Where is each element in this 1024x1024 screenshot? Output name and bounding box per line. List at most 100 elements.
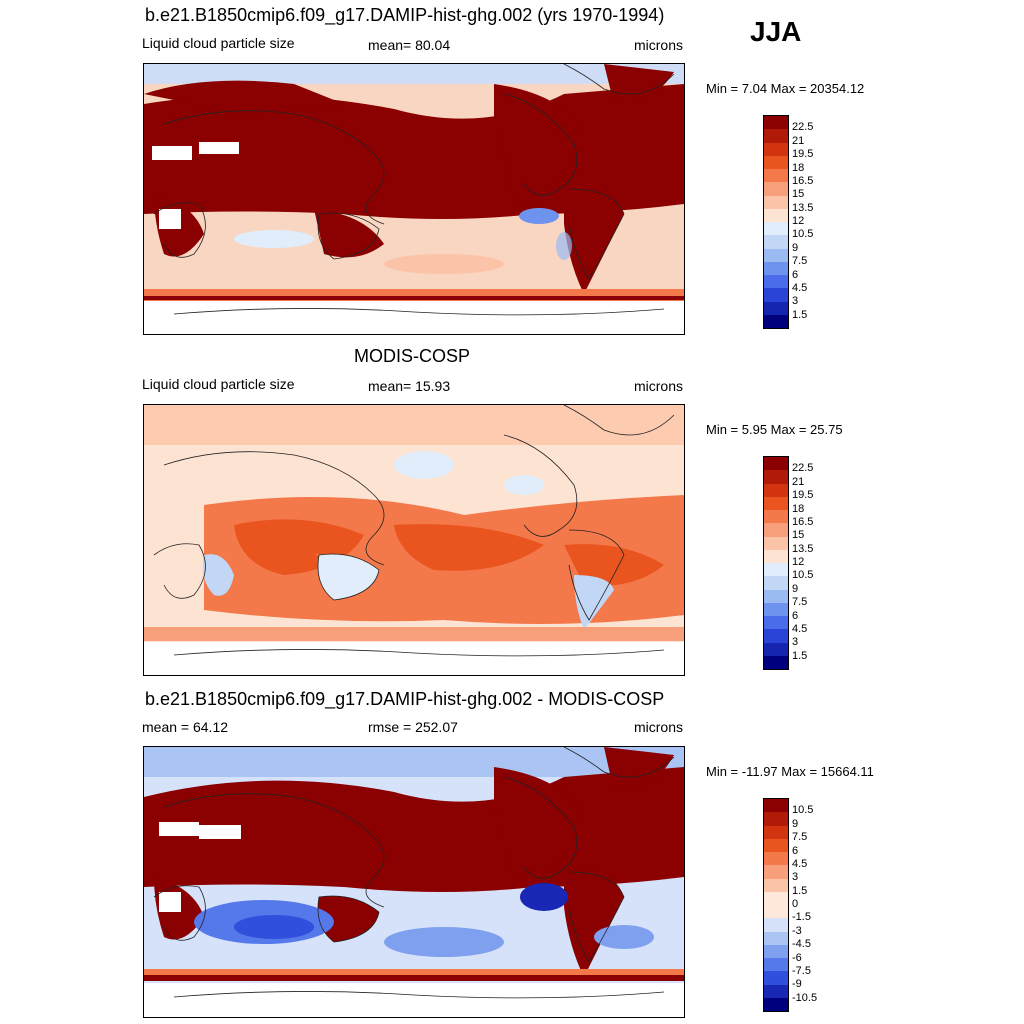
colorbar-tick-label: 7.5	[792, 596, 808, 609]
colorbar-tick-label: 13.5	[792, 201, 814, 214]
colorbar-tick-label: 7.5	[792, 831, 808, 844]
colorbar-tick-label: 16.5	[792, 174, 814, 187]
colorbar-swatch	[764, 483, 788, 497]
colorbar-swatch	[764, 997, 788, 1011]
colorbar-swatch	[764, 971, 788, 985]
colorbar-swatch	[764, 918, 788, 932]
colorbar-swatch	[764, 878, 788, 892]
colorbar-tick-label: 21	[792, 134, 805, 147]
colorbar-swatch	[764, 129, 788, 143]
colorbar-swatch	[764, 825, 788, 839]
colorbar-swatch	[764, 314, 788, 328]
panel-3-map	[143, 746, 685, 1018]
panel-1-mean-label: mean= 80.04	[368, 37, 451, 53]
colorbar-swatch	[764, 905, 788, 919]
panel-2-units-label: microns	[634, 378, 684, 394]
colorbar-swatch	[764, 155, 788, 169]
colorbar-tick-label: 18	[792, 502, 805, 515]
panel-1-units-label: microns	[634, 37, 684, 53]
colorbar-swatch	[764, 891, 788, 905]
colorbar-swatch	[764, 182, 788, 196]
colorbar-swatch	[764, 275, 788, 289]
colorbar-swatch	[764, 655, 788, 669]
panel-2-title: MODIS-COSP	[354, 346, 471, 366]
colorbar-tick-label: 15	[792, 529, 805, 542]
panel-1-colorbar	[763, 115, 789, 329]
colorbar-tick-label: 1.5	[792, 884, 808, 897]
colorbar-tick-label: -3	[792, 924, 802, 937]
panel-1-left-label: Liquid cloud particle size	[142, 35, 295, 51]
colorbar-tick-label: 1.5	[792, 649, 808, 662]
colorbar-swatch	[764, 208, 788, 222]
colorbar-tick-label: 3	[792, 871, 799, 884]
colorbar-swatch	[764, 852, 788, 866]
colorbar-swatch	[764, 470, 788, 484]
colorbar-swatch	[764, 984, 788, 998]
colorbar-swatch	[764, 116, 788, 130]
colorbar-tick-label: -9	[792, 978, 802, 991]
colorbar-tick-label: 18	[792, 161, 805, 174]
colorbar-tick-label: 4.5	[792, 281, 808, 294]
panel-2-colorbar	[763, 456, 789, 670]
colorbar-tick-label: 22.5	[792, 121, 814, 134]
colorbar-tick-label: 10.5	[792, 569, 814, 582]
colorbar-tick-label: -7.5	[792, 964, 811, 977]
colorbar-tick-label: 15	[792, 188, 805, 201]
colorbar-swatch	[764, 510, 788, 524]
colorbar-swatch	[764, 457, 788, 471]
colorbar-tick-label: 10.5	[792, 228, 814, 241]
panel-3-colorbar	[763, 798, 789, 1012]
colorbar-swatch	[764, 812, 788, 826]
colorbar-swatch	[764, 931, 788, 945]
colorbar-swatch	[764, 865, 788, 879]
colorbar-swatch	[764, 944, 788, 958]
colorbar-tick-label: 0	[792, 898, 799, 910]
colorbar-swatch	[764, 576, 788, 590]
panel-3-rmse-label: rmse = 252.07	[368, 719, 458, 735]
colorbar-swatch	[764, 629, 788, 643]
panel-3-mean-label: mean = 64.12	[142, 719, 229, 735]
panel-1-title: b.e21.B1850cmip6.f09_g17.DAMIP-hist-ghg.…	[145, 5, 665, 25]
colorbar-swatch	[764, 142, 788, 156]
panel-3-title: b.e21.B1850cmip6.f09_g17.DAMIP-hist-ghg.…	[145, 689, 665, 709]
panel-3-minmax: Min = -11.97 Max = 15664.11	[706, 764, 874, 779]
panel-2-mean-label: mean= 15.93	[368, 378, 451, 394]
panel-2-map	[143, 404, 685, 676]
colorbar-swatch	[764, 563, 788, 577]
colorbar-tick-label: 19.5	[792, 489, 814, 502]
colorbar-swatch	[764, 642, 788, 656]
colorbar-tick-label: 16.5	[792, 515, 814, 528]
colorbar-tick-label: 12	[792, 215, 805, 227]
colorbar-swatch	[764, 549, 788, 563]
colorbar-swatch	[764, 261, 788, 275]
colorbar-swatch	[764, 602, 788, 616]
colorbar-tick-label: 10.5	[792, 804, 814, 817]
colorbar-tick-label: 19.5	[792, 148, 814, 161]
colorbar-swatch	[764, 288, 788, 302]
colorbar-tick-label: -10.5	[792, 991, 818, 1004]
panel-1-minmax: Min = 7.04 Max = 20354.12	[706, 81, 865, 96]
colorbar-tick-label: 3	[792, 295, 799, 308]
colorbar-swatch	[764, 523, 788, 537]
colorbar-tick-label: 21	[792, 475, 805, 488]
colorbar-tick-label: 1.5	[792, 308, 808, 321]
colorbar-tick-label: 6	[792, 609, 799, 622]
colorbar-swatch	[764, 235, 788, 249]
colorbar-tick-label: -6	[792, 951, 802, 964]
colorbar-tick-label: 4.5	[792, 622, 808, 635]
colorbar-swatch	[764, 838, 788, 852]
colorbar-tick-label: 9	[792, 582, 799, 595]
panel-3-units-label: microns	[634, 719, 684, 735]
colorbar-tick-label: 6	[792, 844, 799, 857]
colorbar-tick-label: 7.5	[792, 255, 808, 268]
season-label: JJA	[750, 16, 802, 47]
colorbar-swatch	[764, 589, 788, 603]
colorbar-swatch	[764, 222, 788, 236]
colorbar-swatch	[764, 169, 788, 183]
colorbar-swatch	[764, 958, 788, 972]
colorbar-swatch	[764, 195, 788, 209]
colorbar-tick-label: 9	[792, 817, 799, 830]
colorbar-tick-label: 6	[792, 268, 799, 281]
panel-1-map	[143, 63, 685, 335]
panel-2-left-label: Liquid cloud particle size	[142, 376, 295, 392]
